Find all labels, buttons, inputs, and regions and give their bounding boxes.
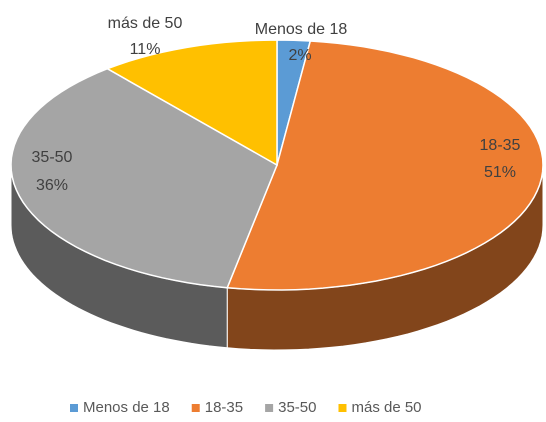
legend-label: 35-50 [278,399,316,416]
data-label-name: 18-35 [480,137,521,154]
data-label-value: 51% [484,164,516,181]
legend-label: más de 50 [351,399,421,416]
data-label-value: 2% [288,47,311,64]
legend-label: 18-35 [205,399,243,416]
data-label-name: Menos de 18 [255,21,348,38]
legend: Menos de 18 18-35 35-50 más de 50 [70,399,422,416]
data-label-name: 35-50 [32,149,73,166]
legend-swatch [338,404,347,412]
slice [105,39,278,167]
legend-swatch [70,404,78,412]
data-label-value: 11% [130,41,161,58]
legend-label: Menos de 18 [83,399,170,416]
data-label-name: más de 50 [108,15,183,32]
data-label-value: 36% [36,177,68,194]
slice [226,40,544,291]
legend-swatch [265,404,274,412]
legend-swatch [191,404,200,412]
slice [10,67,278,289]
